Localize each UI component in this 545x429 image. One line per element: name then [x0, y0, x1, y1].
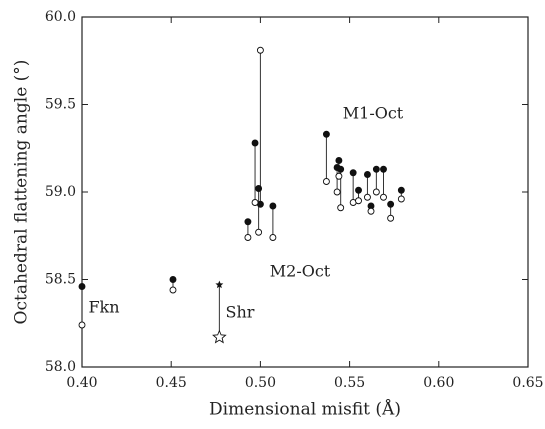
- x-tick-label: 0.45: [156, 375, 187, 391]
- circle-marker: [78, 283, 86, 290]
- x-tick-label: 0.50: [245, 375, 276, 391]
- circle-marker: [244, 218, 252, 226]
- y-axis-title: Octahedral flattening angle (°): [12, 60, 32, 325]
- circle-marker: [244, 234, 252, 241]
- circle-marker: [387, 200, 395, 208]
- y-tick-label: 58.0: [45, 359, 76, 375]
- circle-marker: [367, 207, 375, 215]
- circle-marker: [269, 202, 277, 210]
- circle-marker: [387, 214, 395, 222]
- annotation: Shr: [226, 303, 255, 322]
- circle-marker: [380, 193, 387, 201]
- star-marker: [212, 329, 227, 344]
- circle-marker: [349, 169, 357, 177]
- annotation: M1-Oct: [343, 104, 404, 123]
- circle-marker: [251, 139, 259, 147]
- circle-marker: [363, 171, 371, 178]
- circle-marker: [169, 286, 177, 294]
- x-tick-label: 0.55: [334, 375, 365, 391]
- circle-marker: [255, 185, 263, 192]
- annotation: M2-Oct: [270, 262, 331, 281]
- circle-marker: [397, 186, 405, 194]
- y-tick-label: 60.0: [45, 9, 76, 25]
- circle-marker: [397, 195, 405, 203]
- circle-marker: [380, 165, 387, 173]
- x-tick-label: 0.65: [512, 375, 543, 391]
- circle-marker: [337, 165, 345, 173]
- circle-marker: [255, 228, 263, 236]
- circle-marker: [78, 321, 86, 329]
- circle-marker: [355, 197, 362, 205]
- circle-marker: [335, 172, 343, 180]
- circle-marker: [251, 199, 259, 206]
- circle-marker: [355, 186, 362, 194]
- y-tick-label: 58.5: [45, 272, 76, 288]
- star-marker: [215, 280, 224, 289]
- x-tick-label: 0.40: [66, 375, 97, 391]
- circle-marker: [337, 204, 345, 212]
- circle-marker: [269, 234, 277, 241]
- plot-frame: [81, 16, 529, 368]
- annotation: Fkn: [88, 298, 119, 317]
- y-tick-label: 59.0: [45, 184, 76, 200]
- x-axis-title: Dimensional misfit (Å): [209, 399, 401, 420]
- circle-marker: [169, 276, 177, 283]
- circle-marker: [333, 188, 341, 196]
- circle-marker: [322, 130, 330, 138]
- circle-marker: [372, 165, 380, 173]
- circle-marker: [372, 188, 380, 196]
- y-tick-label: 59.5: [45, 97, 76, 113]
- x-tick-label: 0.60: [423, 375, 454, 391]
- circle-marker: [256, 46, 264, 54]
- circle-marker: [363, 193, 371, 201]
- circle-marker: [335, 157, 343, 164]
- circle-marker: [322, 178, 330, 185]
